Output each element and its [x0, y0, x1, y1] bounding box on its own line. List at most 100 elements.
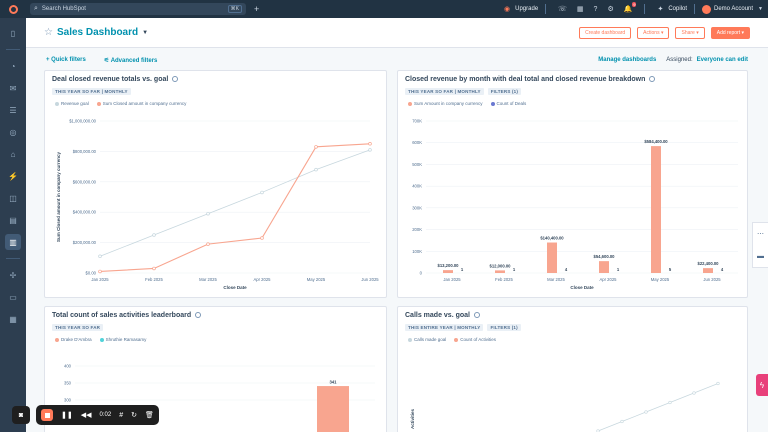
filters-tag[interactable]: FILTERS (1) — [487, 88, 522, 95]
data-point — [206, 242, 210, 246]
card-title[interactable]: Calls made vs. goal — [405, 312, 480, 319]
add-report-button[interactable]: Add report ▾ — [710, 26, 750, 39]
activities-chart: 300 350 400 341 — [64, 364, 375, 432]
settings-icon[interactable]: ⚙ — [607, 6, 614, 13]
grid-icon[interactable]: ▦ — [9, 314, 17, 324]
dashboard-title[interactable]: Sales Dashboard — [56, 27, 139, 38]
favorite-star-icon[interactable]: ☆ — [44, 27, 53, 38]
library-icon[interactable]: ▭ — [9, 292, 17, 302]
data-point — [368, 142, 372, 146]
info-icon[interactable] — [473, 312, 480, 319]
hubspot-logo[interactable] — [0, 0, 26, 18]
legend-item[interactable]: Revenue goal — [55, 101, 89, 106]
legend-item[interactable]: Count of Deals — [490, 101, 526, 106]
content-icon[interactable]: ☰ — [9, 105, 17, 115]
help-icon[interactable]: ? — [593, 5, 598, 13]
y-tick-label: 350 — [64, 381, 72, 386]
contacts-icon[interactable]: ◔ — [10, 61, 16, 71]
legend-item[interactable]: Drake D'Ambra — [55, 337, 92, 342]
date-range-tag[interactable]: THIS YEAR SO FAR | MONTHLY — [52, 88, 131, 95]
manage-dashboards-link[interactable]: Manage dashboards — [598, 57, 657, 63]
search-input[interactable]: Search HubSpot — [41, 6, 86, 12]
series-line — [99, 149, 371, 257]
quick-filters-link[interactable]: + Quick filters — [46, 57, 86, 63]
legend-label: Count of Activities — [460, 337, 497, 342]
data-point — [692, 391, 696, 395]
y-tick-label: 0 — [420, 271, 423, 276]
count-label: 4 — [721, 267, 724, 272]
commerce-icon[interactable]: ▤ — [9, 215, 17, 225]
actions-button[interactable]: Actions ▾ — [637, 26, 670, 39]
legend-item[interactable]: Calls made goal — [408, 337, 446, 342]
info-icon[interactable] — [195, 312, 202, 319]
legend-item[interactable]: Sum Closed amount in company currency — [96, 101, 186, 106]
apps-icon[interactable]: ✢ — [9, 270, 17, 280]
data-point — [716, 381, 720, 386]
more-icon[interactable]: ⋯ — [757, 231, 764, 239]
card-title[interactable]: Total count of sales activities leaderbo… — [52, 312, 202, 319]
card-title-text: Deal closed revenue totals vs. goal — [52, 76, 169, 83]
legend-dot — [55, 101, 59, 106]
avatar[interactable] — [702, 4, 712, 14]
data-point — [152, 266, 156, 271]
card-title[interactable]: Closed revenue by month with deal total … — [405, 76, 656, 83]
info-icon[interactable] — [172, 76, 179, 83]
restart-icon[interactable]: ↻ — [131, 412, 137, 419]
legend-item[interactable]: Count of Activities — [454, 337, 496, 342]
card-title[interactable]: Deal closed revenue totals vs. goal — [52, 76, 179, 83]
marketplace-icon[interactable]: ▦ — [576, 6, 584, 13]
assistant-icon[interactable]: ϟ — [756, 374, 768, 396]
service-icon[interactable]: ⌂ — [10, 149, 16, 159]
legend-label: Shruthie Ramasamy — [105, 337, 147, 342]
legend-dot — [99, 337, 104, 342]
chevron-down-icon[interactable]: ▼ — [142, 29, 149, 36]
data-icon[interactable]: ◫ — [9, 193, 17, 203]
rewind-icon[interactable]: ◀◀ — [80, 412, 92, 419]
data-point — [644, 410, 648, 414]
reporting-icon[interactable]: ▥ — [5, 234, 21, 250]
chevron-down-icon[interactable]: ▼ — [758, 6, 763, 12]
pause-icon[interactable]: ❚❚ — [61, 412, 73, 419]
revenue-by-month-card: Closed revenue by month with deal total … — [397, 70, 748, 298]
automation-icon[interactable]: ⚡ — [8, 171, 18, 181]
data-label: $54,600.00 — [594, 254, 616, 259]
date-range-tag[interactable]: THIS ENTIRE YEAR | MONTHLY — [405, 324, 484, 331]
left-sidebar: ▯ ◔ ✉ ☰ ◎ ⌂ ⚡ ◫ ▤ ▥ ✢ ▭ ▦ — [0, 18, 26, 432]
card-title-text: Total count of sales activities leaderbo… — [52, 312, 192, 319]
copilot-button[interactable]: Copilot — [668, 6, 688, 12]
upgrade-icon[interactable]: ◉ — [504, 6, 511, 13]
info-icon[interactable] — [649, 76, 656, 83]
filters-tag[interactable]: FILTERS (1) — [487, 324, 521, 331]
sales-icon[interactable]: ◎ — [9, 127, 17, 137]
create-dashboard-button[interactable]: Create dashboard — [579, 26, 632, 39]
legend-item[interactable]: Sum Amount in company currency — [408, 101, 483, 106]
stop-recording-button[interactable] — [41, 409, 53, 421]
chat-icon[interactable]: ▬ — [757, 252, 764, 260]
legend-item[interactable]: Shruthie Ramasamy — [99, 337, 147, 342]
trash-icon[interactable]: 🗑 — [144, 412, 154, 419]
x-tick-label: Jun 2025 — [361, 277, 379, 282]
data-point — [668, 400, 672, 405]
date-range-tag[interactable]: THIS YEAR SO FAR | MONTHLY — [405, 88, 484, 95]
assigned-label: Assigned: — [666, 57, 693, 63]
upgrade-link[interactable]: Upgrade — [515, 6, 539, 12]
notifications-icon[interactable]: 🔔 9 — [623, 2, 637, 13]
share-button[interactable]: Share ▾ — [675, 26, 705, 39]
search-bar[interactable]: ⌕ Search HubSpot ⌘K — [30, 3, 246, 15]
marketing-icon[interactable]: ✉ — [9, 83, 17, 93]
revenue-goal-card: Deal closed revenue totals vs. goal THIS… — [44, 70, 387, 298]
advanced-filters-link[interactable]: ⚟ Advanced filters — [103, 57, 158, 64]
account-menu[interactable]: Demo Account — [714, 6, 754, 12]
camera-icon[interactable]: ◙ — [12, 406, 30, 424]
search-shortcut: ⌘K — [227, 5, 242, 13]
create-new-icon[interactable]: + — [254, 4, 260, 14]
date-range-tag[interactable]: THIS YEAR SO FAR — [52, 324, 104, 331]
grid-icon[interactable]: # — [119, 411, 124, 419]
assigned-value-link[interactable]: Everyone can edit — [696, 57, 748, 63]
card-title-text: Calls made vs. goal — [405, 312, 470, 319]
phone-icon[interactable]: ☏ — [558, 6, 567, 13]
bookmark-icon[interactable]: ▯ — [10, 28, 16, 38]
legend-dot — [408, 101, 412, 106]
count-label: 1 — [617, 267, 620, 272]
copilot-icon[interactable]: ✦ — [657, 6, 664, 13]
